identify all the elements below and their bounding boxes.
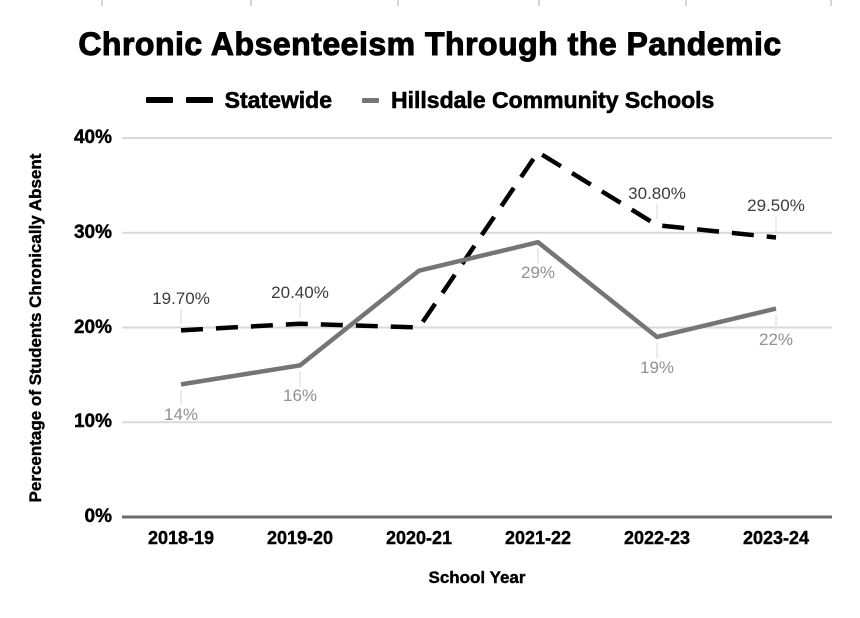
data-label: 22%	[758, 329, 794, 349]
data-label: 29%	[520, 263, 556, 283]
x-tick-label: 2021-22	[504, 528, 572, 548]
data-label: 19%	[639, 357, 675, 377]
statewide-line	[180, 149, 777, 333]
y-tick-label: 0%	[84, 506, 112, 527]
data-label: 29.50%	[747, 196, 805, 216]
x-tick-label: 2020-21	[385, 528, 453, 548]
y-tick-label: 30%	[73, 221, 112, 243]
y-tick-label: 10%	[73, 411, 112, 433]
x-tick-label: 2019-20	[266, 528, 334, 548]
data-label: 19.70%	[152, 289, 210, 309]
hillsdale-line-swatch	[362, 97, 380, 103]
legend-item-statewide: Statewide	[145, 86, 333, 114]
dash-segment-icon	[185, 97, 213, 103]
legend-item-hillsdale: Hillsdale Community Schools	[362, 86, 715, 114]
y-tick-label: 40%	[73, 127, 112, 148]
dash-segment-icon	[145, 97, 173, 103]
data-label: 16%	[282, 386, 318, 406]
chart-title: Chronic Absenteeism Through the Pandemic	[78, 26, 782, 63]
legend: Statewide Hillsdale Community Schools	[0, 84, 860, 116]
y-axis-title: Percentage of Students Chronically Absen…	[26, 153, 45, 503]
top-tick	[397, 0, 399, 6]
statewide-dashed-line-swatch	[145, 97, 213, 103]
data-label: 30.80%	[628, 184, 686, 204]
x-tick-label: 2022-23	[623, 528, 691, 548]
data-label: 20.40%	[271, 282, 329, 302]
top-tick	[830, 0, 832, 6]
top-tick	[250, 0, 252, 6]
x-tick-label: 2023-24	[742, 528, 810, 548]
top-tick	[538, 0, 540, 6]
top-tick	[685, 0, 687, 6]
x-axis-title: School Year	[428, 568, 526, 587]
legend-label-hillsdale: Hillsdale Community Schools	[391, 86, 715, 113]
x-tick-label: 2018-19	[147, 528, 215, 548]
y-tick-label: 20%	[73, 316, 112, 338]
legend-label-statewide: Statewide	[224, 86, 333, 113]
data-label: 14%	[163, 405, 199, 425]
hillsdale-line	[180, 239, 777, 387]
top-tick	[101, 0, 103, 6]
